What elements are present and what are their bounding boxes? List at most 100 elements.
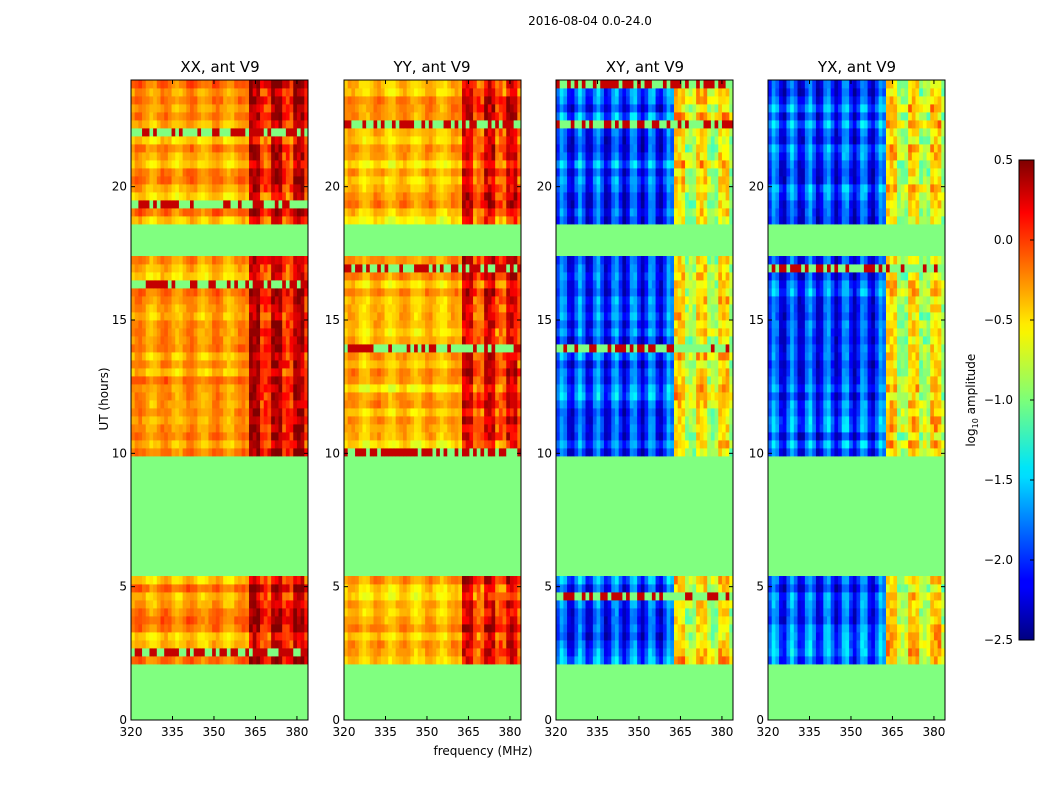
heatmap-cell [267, 112, 272, 121]
heatmap-cell [517, 264, 522, 273]
heatmap-cell [344, 208, 349, 217]
heatmap-cell [263, 448, 268, 457]
heatmap-cell [293, 144, 298, 153]
heatmap-cell [134, 88, 139, 97]
heatmap-cell [465, 616, 470, 625]
heatmap-cell [256, 416, 261, 425]
heatmap-cell [267, 200, 272, 209]
heatmap-cell [384, 416, 389, 425]
heatmap-cell [502, 208, 507, 217]
heatmap-cell [454, 160, 459, 169]
heatmap-cell [388, 352, 393, 361]
heatmap-cell [425, 264, 430, 273]
heatmap-cell [293, 152, 298, 161]
heatmap-cell [201, 584, 206, 593]
heatmap-cell [304, 576, 309, 585]
heatmap-cell [399, 208, 404, 217]
heatmap-cell [447, 272, 452, 281]
heatmap-cell [256, 592, 261, 601]
heatmap-cell [458, 256, 463, 265]
heatmap-cell [498, 440, 503, 449]
heatmap-cell [355, 624, 360, 633]
heatmap-cell [237, 360, 243, 369]
heatmap-cell [212, 640, 217, 649]
heatmap-cell [380, 440, 385, 449]
heatmap-cell [509, 584, 515, 593]
heatmap-cell [469, 144, 474, 153]
heatmap-cell [167, 80, 172, 89]
heatmap-cell [245, 624, 250, 633]
heatmap-cell [245, 272, 250, 281]
heatmap-cell [388, 192, 393, 201]
heatmap-cell [351, 448, 356, 457]
heatmap-cell [347, 584, 352, 593]
heatmap-cell [178, 152, 184, 161]
heatmap-cell [362, 264, 367, 273]
heatmap-cell [498, 288, 503, 297]
heatmap-cell [171, 336, 176, 345]
heatmap-cell [362, 200, 367, 209]
heatmap-cell [252, 304, 257, 313]
heatmap-cell [491, 272, 496, 281]
heatmap-cell [197, 120, 202, 129]
heatmap-cell [487, 208, 492, 217]
heatmap-cell [208, 264, 213, 273]
heatmap-cell [443, 312, 448, 321]
heatmap-cell [230, 600, 235, 609]
heatmap-cell [517, 296, 522, 305]
heatmap-cell [230, 616, 235, 625]
heatmap-cell [164, 368, 169, 377]
heatmap-cell [145, 136, 150, 145]
heatmap-cell [219, 624, 224, 633]
heatmap-cell [369, 192, 374, 201]
heatmap-cell [406, 120, 411, 129]
heatmap-cell [384, 176, 389, 185]
heatmap-cell [380, 296, 385, 305]
heatmap-cell [410, 600, 415, 609]
heatmap-cell [454, 304, 459, 313]
heatmap-cell [355, 400, 360, 409]
heatmap-cell [439, 584, 444, 593]
heatmap-cell [167, 376, 172, 385]
heatmap-cell [234, 280, 239, 289]
heatmap-cell [454, 432, 459, 441]
heatmap-cell [439, 256, 444, 265]
heatmap-cell [234, 576, 239, 585]
heatmap-cell [190, 120, 195, 129]
heatmap-cell [271, 160, 276, 169]
heatmap-cell [406, 600, 411, 609]
heatmap-cell [167, 168, 172, 177]
heatmap-cell [131, 144, 136, 153]
heatmap-cell [410, 176, 415, 185]
heatmap-cell [351, 120, 356, 129]
heatmap-cell [201, 80, 206, 89]
heatmap-cell [171, 328, 176, 337]
heatmap-cell [458, 600, 463, 609]
heatmap-cell [509, 200, 515, 209]
heatmap-cell [377, 184, 382, 193]
heatmap-cell [410, 256, 415, 265]
heatmap-cell [182, 576, 187, 585]
heatmap-cell [351, 328, 356, 337]
heatmap-cell [263, 584, 268, 593]
heatmap-cell [175, 144, 180, 153]
heatmap-cell [282, 352, 287, 361]
heatmap-cell [278, 96, 283, 105]
heatmap-cell [421, 384, 426, 393]
heatmap-cell [366, 424, 371, 433]
heatmap-cell [190, 608, 195, 617]
heatmap-cell [462, 304, 467, 313]
heatmap-cell [509, 304, 515, 313]
heatmap-cell [417, 184, 422, 193]
heatmap-cell [355, 296, 360, 305]
heatmap-cell [234, 168, 239, 177]
heatmap-cell [167, 208, 172, 217]
heatmap-cell [391, 368, 397, 377]
heatmap-cell [373, 160, 378, 169]
heatmap-cell [495, 424, 500, 433]
heatmap-cell [219, 424, 224, 433]
heatmap-cell [223, 424, 228, 433]
heatmap-cell [447, 328, 452, 337]
heatmap-cell [351, 584, 356, 593]
heatmap-cell [278, 272, 283, 281]
